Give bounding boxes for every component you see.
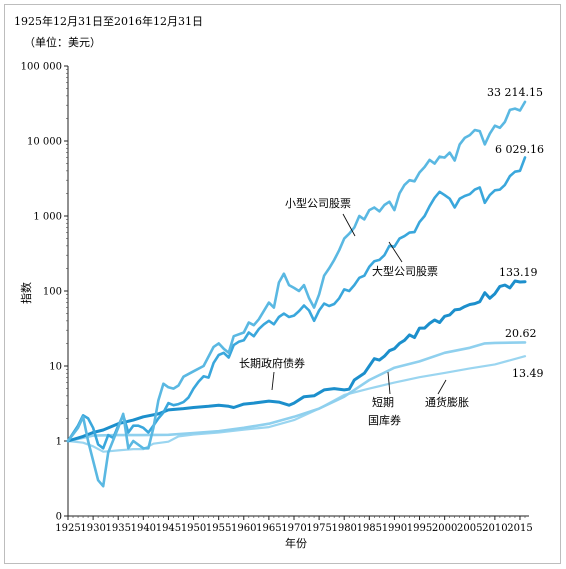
end-label-inflation: 13.49 (512, 367, 544, 380)
x-tick-label: 1995 (407, 523, 432, 534)
chart-title: 1925年12月31日至2016年12月31日 (14, 14, 203, 28)
x-tick-label: 1980 (331, 523, 356, 534)
chart-frame (4, 4, 561, 564)
series-name-small-stocks: 小型公司股票 (285, 196, 351, 210)
series-line-large-stocks (66, 156, 527, 450)
end-label-t-bills: 20.62 (505, 327, 537, 340)
leader-line-t-bills (387, 371, 391, 395)
y-tick-label: 0 (56, 512, 62, 523)
series-name-inflation: 通货膨胀 (425, 395, 469, 409)
x-tick-label: 2010 (482, 523, 507, 534)
x-tick-label: 1970 (281, 523, 306, 534)
x-tick-label: 1975 (306, 523, 331, 534)
x-tick-label: 1990 (382, 523, 407, 534)
x-tick-label: 1965 (256, 523, 281, 534)
series-line-t-bills (66, 341, 527, 443)
x-tick-label: 2000 (432, 523, 457, 534)
x-tick-label: 1960 (231, 523, 256, 534)
end-label-large-stocks: 6 029.16 (495, 143, 544, 156)
y-tick-label: 10 000 (27, 137, 62, 148)
chart-subtitle: （单位：美元） (24, 35, 101, 49)
x-tick-label: 1955 (206, 523, 231, 534)
y-tick-label: 10 (49, 362, 62, 373)
x-tick-label: 2005 (457, 523, 482, 534)
y-axis-title: 指数 (19, 282, 33, 304)
x-tick-label: 1935 (105, 523, 130, 534)
x-axis-title: 年份 (285, 536, 307, 550)
x-tick-label: 1945 (156, 523, 181, 534)
x-tick-label: 1930 (80, 523, 105, 534)
x-tick-label: 1950 (181, 523, 206, 534)
y-tick-label: 100 (43, 287, 62, 298)
end-label-long-bonds: 133.19 (499, 266, 538, 279)
leader-line-inflation (437, 379, 447, 395)
x-tick-label: 2015 (507, 523, 532, 534)
series-line-long-bonds (66, 279, 527, 443)
y-tick-label: 100 000 (21, 62, 62, 73)
series-name-long-bonds: 长期政府债券 (239, 356, 305, 370)
leader-line-large-stocks (388, 241, 403, 263)
series-name-t-bills: 短期国库券 (368, 395, 401, 427)
x-tick-label: 1940 (131, 523, 156, 534)
series-line-small-stocks (66, 100, 527, 488)
leader-line-long-bonds (271, 371, 275, 391)
series-name-large-stocks: 大型公司股票 (372, 264, 438, 278)
end-label-small-stocks: 33 214.15 (487, 86, 543, 99)
x-tick-label: 1925 (55, 523, 80, 534)
y-tick-label: 1 (56, 437, 62, 448)
leader-line-small-stocks (342, 213, 356, 237)
x-tick-label: 1985 (357, 523, 382, 534)
y-tick-label: 1 000 (33, 212, 62, 223)
